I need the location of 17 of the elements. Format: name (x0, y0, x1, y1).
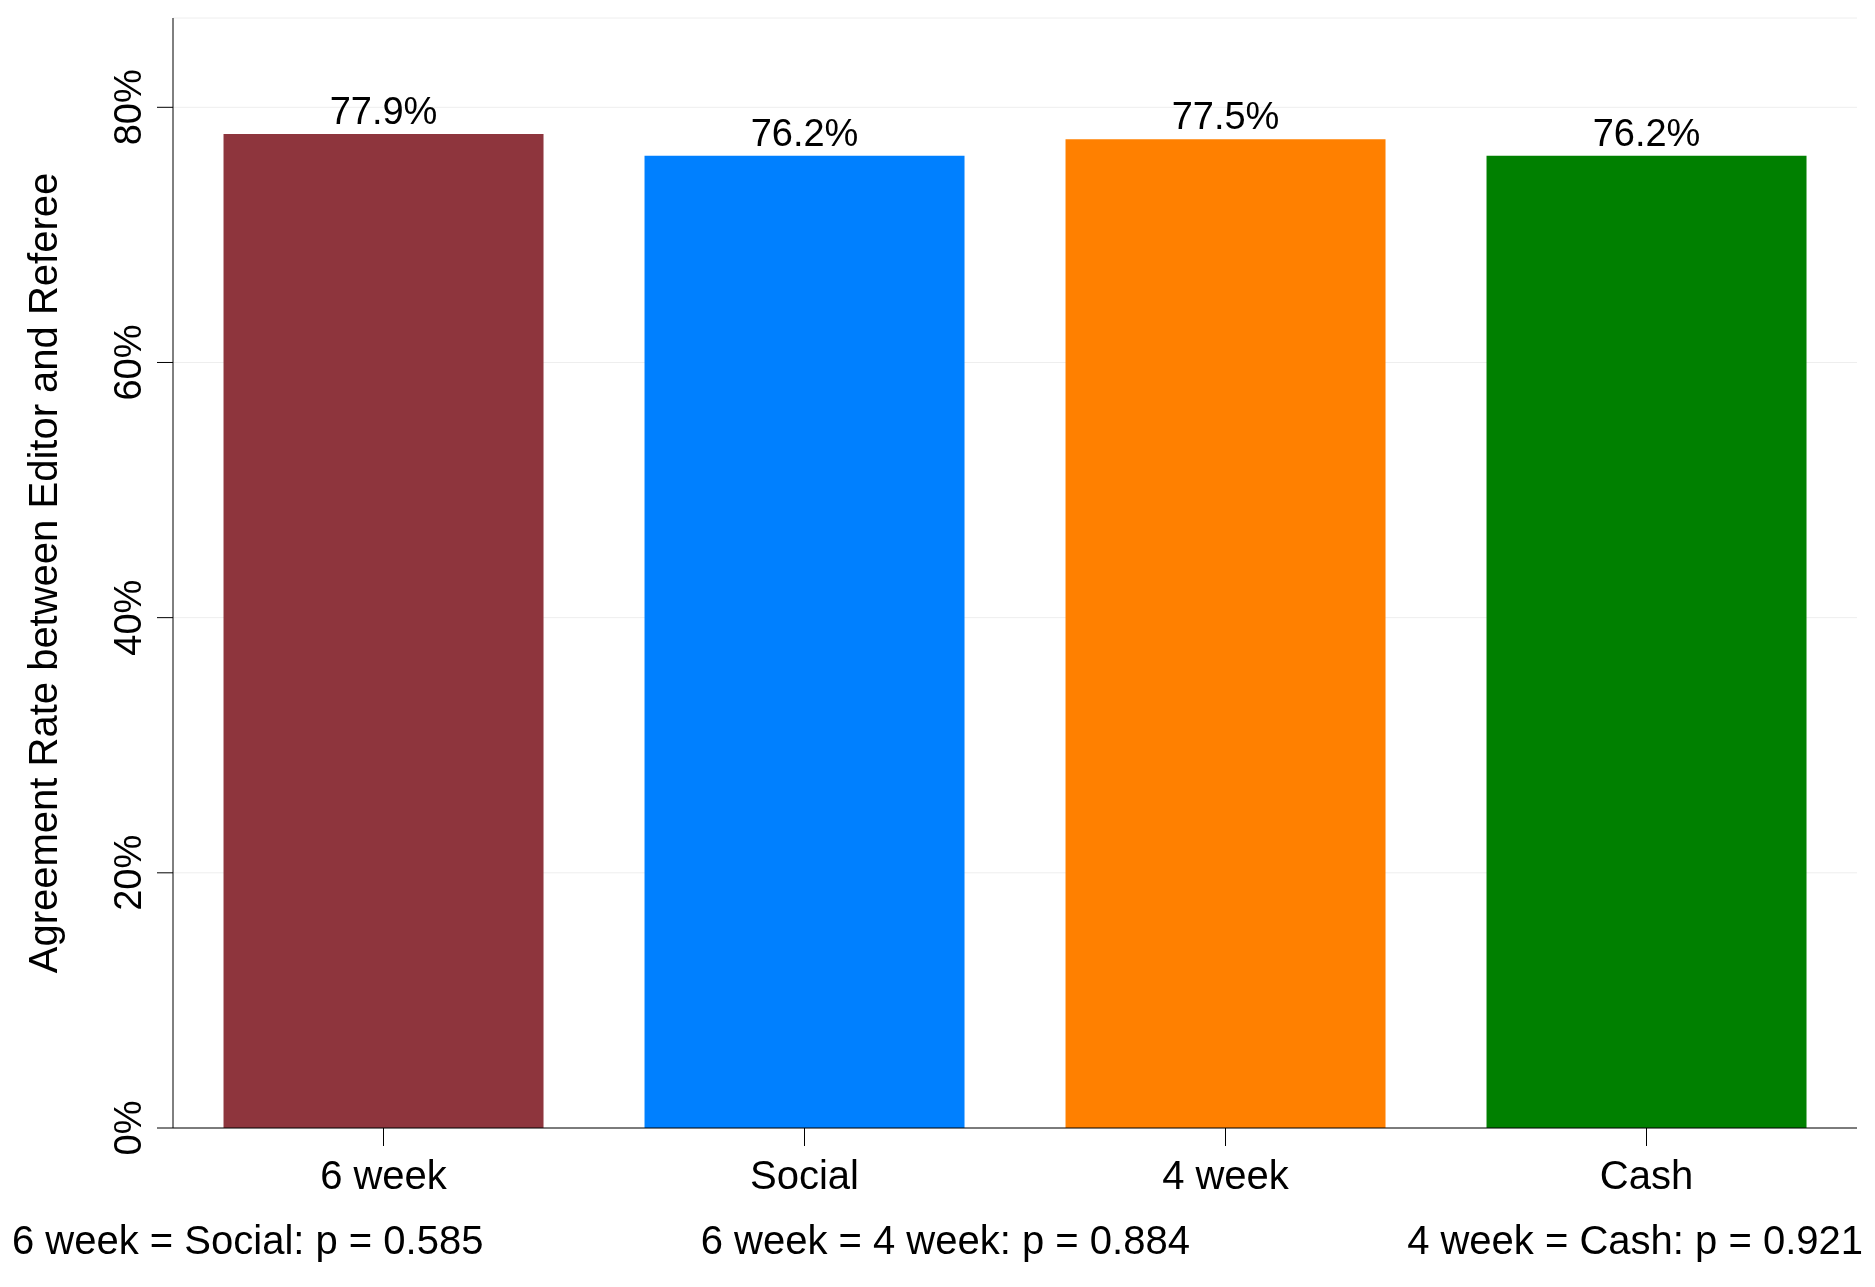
data-label: 76.2% (1592, 111, 1701, 154)
y-tick-label: 20% (107, 834, 149, 911)
y-tick-label: 0% (107, 1100, 149, 1156)
data-label: 77.5% (1171, 95, 1280, 138)
x-tick-label: 6 week (320, 1152, 448, 1197)
data-label: 76.2% (750, 111, 859, 154)
text: 6 week = 4 week: p = 0.884 (700, 1218, 1190, 1263)
y-tick-label: 80% (107, 69, 149, 146)
y-tick-label: 60% (107, 324, 149, 401)
y-tick-label: 40% (107, 579, 149, 656)
text: 6 week = Social: p = 0.585 (12, 1218, 484, 1263)
x-tick-label: 4 week (1162, 1152, 1290, 1197)
x-tick-label: Cash (1599, 1152, 1694, 1197)
text: 4 week = Cash: p = 0.921 (1407, 1218, 1863, 1263)
x-tick-label: Social (750, 1152, 859, 1197)
data-label: 77.9% (329, 90, 438, 133)
y-axis-title: Agreement Rate between Editor and Referee (21, 172, 66, 974)
